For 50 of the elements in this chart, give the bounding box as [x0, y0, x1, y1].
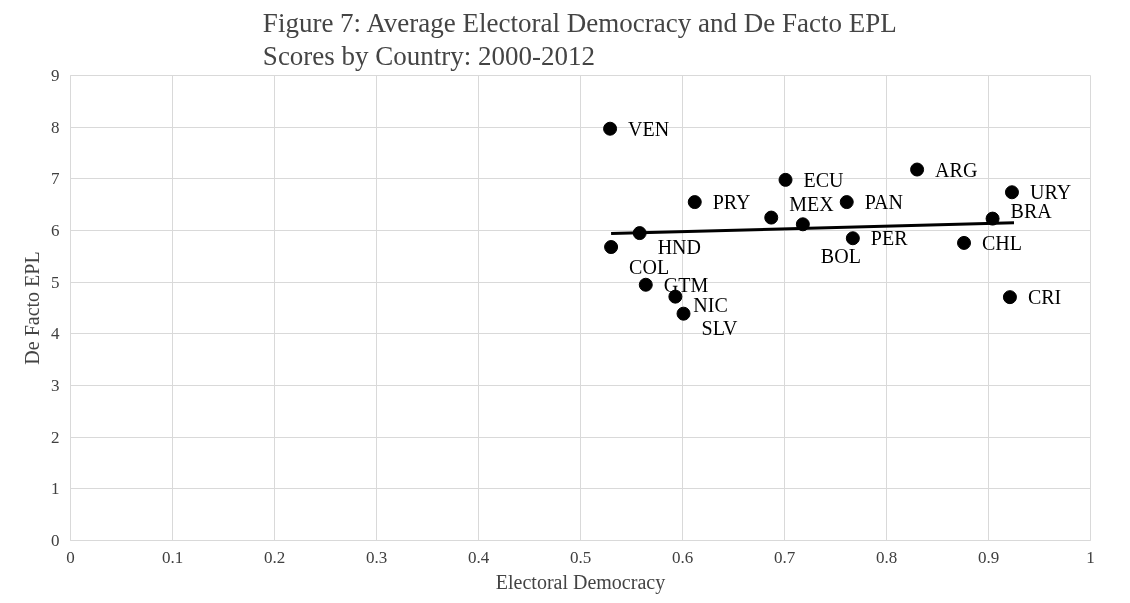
annotation: PAN — [864, 191, 903, 214]
x-tick-label: 0.9 — [977, 547, 1000, 567]
annotation: CRI — [1027, 286, 1062, 309]
point — [778, 172, 793, 187]
x-tick-label: 0 — [66, 547, 75, 567]
x-tick-label: 0.6 — [671, 547, 694, 567]
point — [845, 231, 860, 246]
y-tick-label: 1 — [51, 479, 60, 499]
annotation: ECU — [803, 168, 845, 191]
point — [910, 162, 925, 177]
annotation: VEN — [628, 117, 670, 140]
point — [764, 210, 779, 225]
annotation: ARG — [935, 158, 978, 181]
annotation: BOL — [820, 245, 861, 268]
x-tick-label: 0.8 — [875, 547, 898, 567]
point — [638, 277, 653, 292]
y-tick-label: 7 — [51, 169, 60, 189]
x-tick-label: 0.7 — [773, 547, 796, 567]
y-axis-title: De Facto EPL — [21, 251, 43, 365]
x-axis-title: Electoral Democracy — [495, 570, 666, 594]
x-tick-label: 0.1 — [161, 547, 184, 567]
point — [957, 235, 972, 250]
y-tick-label: 8 — [51, 117, 60, 137]
chart-title: Figure 7: Average Electoral Democracy and De Facto EPL Scores by Country: 2000-2012 — [262, 7, 897, 71]
annotation: SLV — [701, 316, 739, 339]
annotation: HND — [657, 236, 701, 259]
y-tick-label: 0 — [51, 531, 60, 550]
x-tick-label: 1 — [1086, 547, 1095, 567]
x-tick-label: 0.4 — [467, 547, 490, 567]
point — [676, 306, 691, 321]
point — [687, 195, 702, 210]
x-tick-label: 0.5 — [569, 547, 592, 567]
point — [839, 195, 854, 210]
annotation: CHL — [982, 231, 1023, 254]
point — [1002, 290, 1017, 305]
y-tick-label: 6 — [51, 221, 60, 240]
point — [604, 240, 619, 255]
point — [1004, 185, 1019, 200]
x-tick-label: 0.2 — [263, 547, 286, 567]
annotation: MEX — [789, 192, 835, 215]
x-tick-label: 0.3 — [365, 547, 388, 567]
y-tick-label: 9 — [51, 66, 60, 85]
y-tick-label: 4 — [51, 324, 60, 344]
point — [603, 121, 618, 136]
annotation: PRY — [712, 191, 751, 214]
y-tick-label: 3 — [51, 376, 60, 395]
annotation: NIC — [693, 293, 728, 316]
y-tick-label: 2 — [51, 427, 60, 447]
y-tick-label: 5 — [51, 272, 60, 292]
annotation: PER — [870, 227, 909, 250]
